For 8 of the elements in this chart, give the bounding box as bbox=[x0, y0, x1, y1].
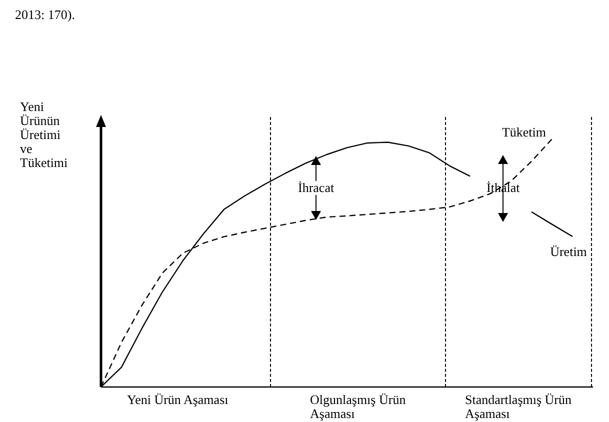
text: Yeni Ürün Aşaması bbox=[127, 392, 230, 407]
text: Olgunlaşmış Ürün Aşaması bbox=[310, 392, 407, 421]
series-label: Tüketim bbox=[502, 124, 546, 140]
text: Standartlaşmış Ürün Aşaması bbox=[465, 392, 573, 421]
text: 2013: 170). bbox=[15, 7, 75, 22]
y-axis-title: Yeni Ürünün Üretimi ve Tüketimi bbox=[20, 99, 69, 170]
annotation: İhracat bbox=[298, 180, 334, 195]
series-label: Üretim bbox=[550, 244, 587, 259]
